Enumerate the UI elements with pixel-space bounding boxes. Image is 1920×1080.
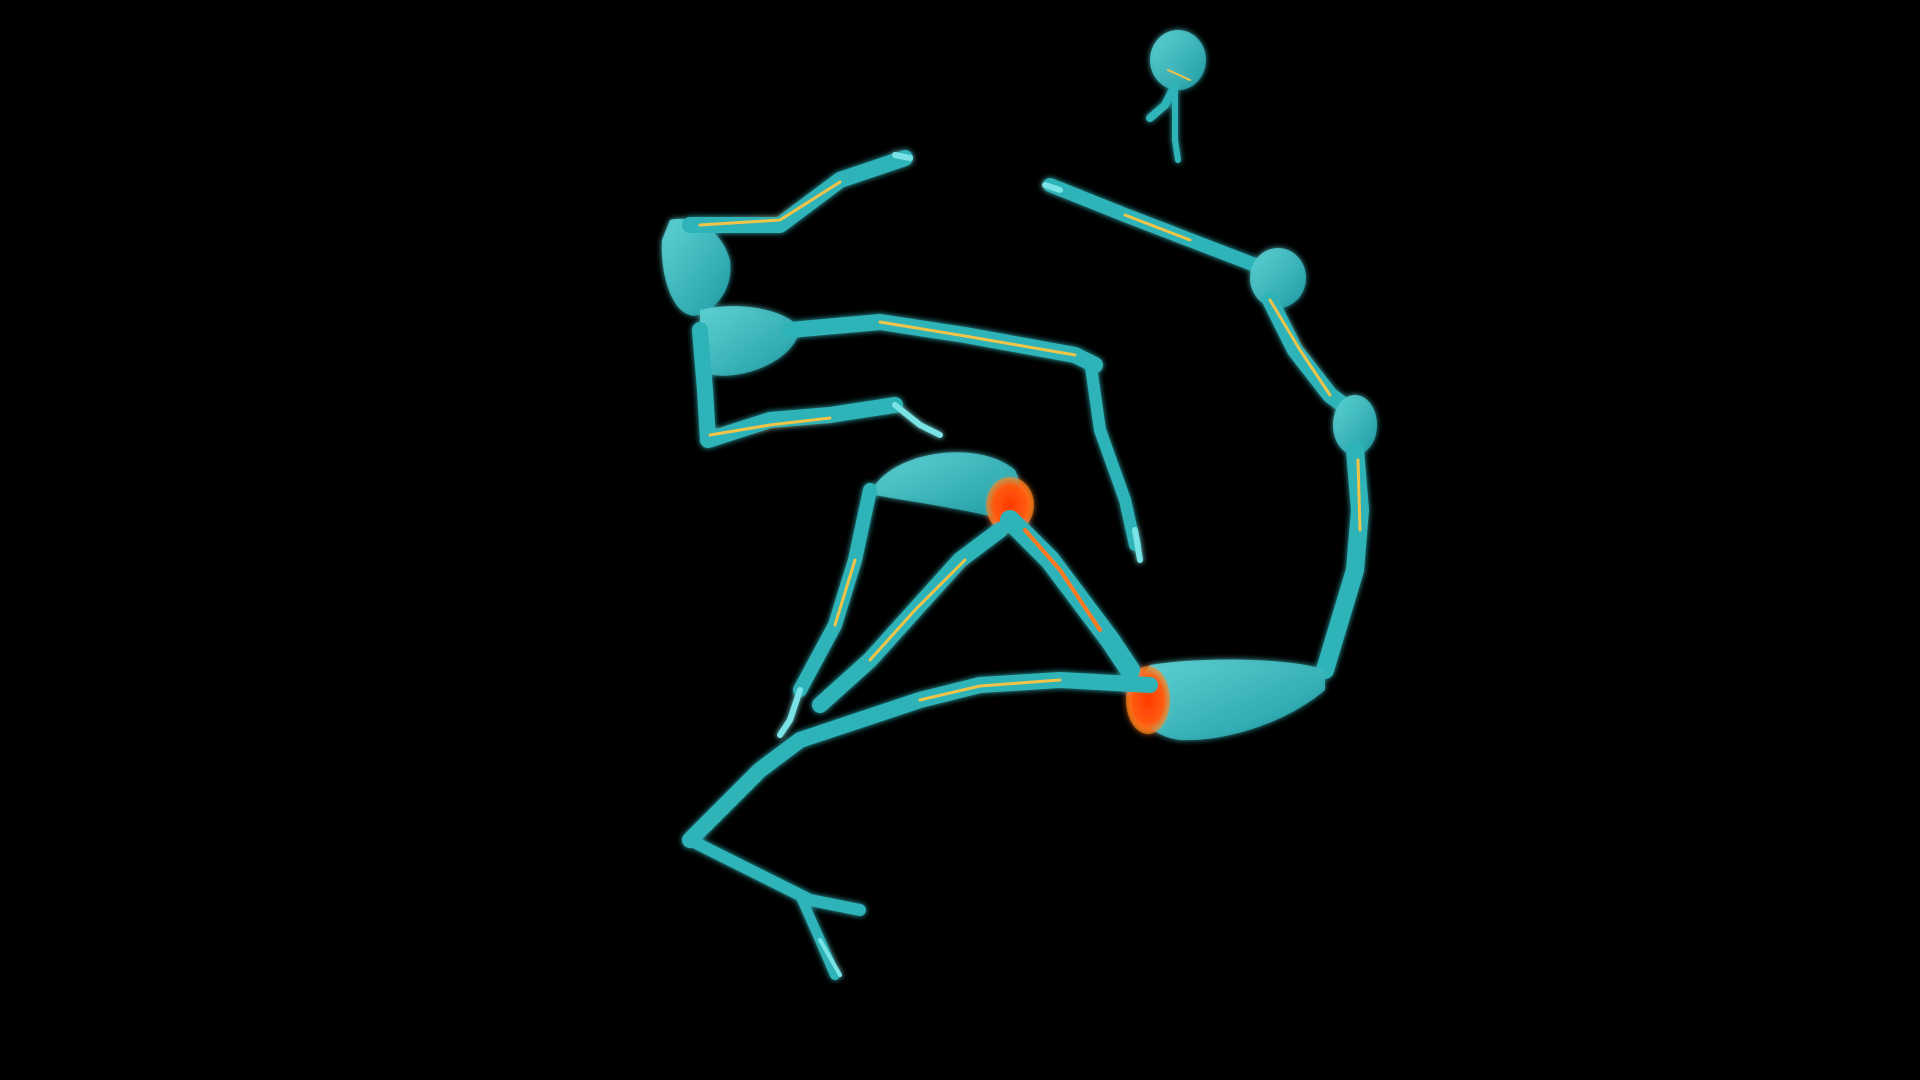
head-figure: [1146, 30, 1206, 163]
upper-left-figure: [661, 150, 1143, 563]
center-figure: [682, 452, 1158, 980]
right-figure: [1042, 178, 1377, 741]
